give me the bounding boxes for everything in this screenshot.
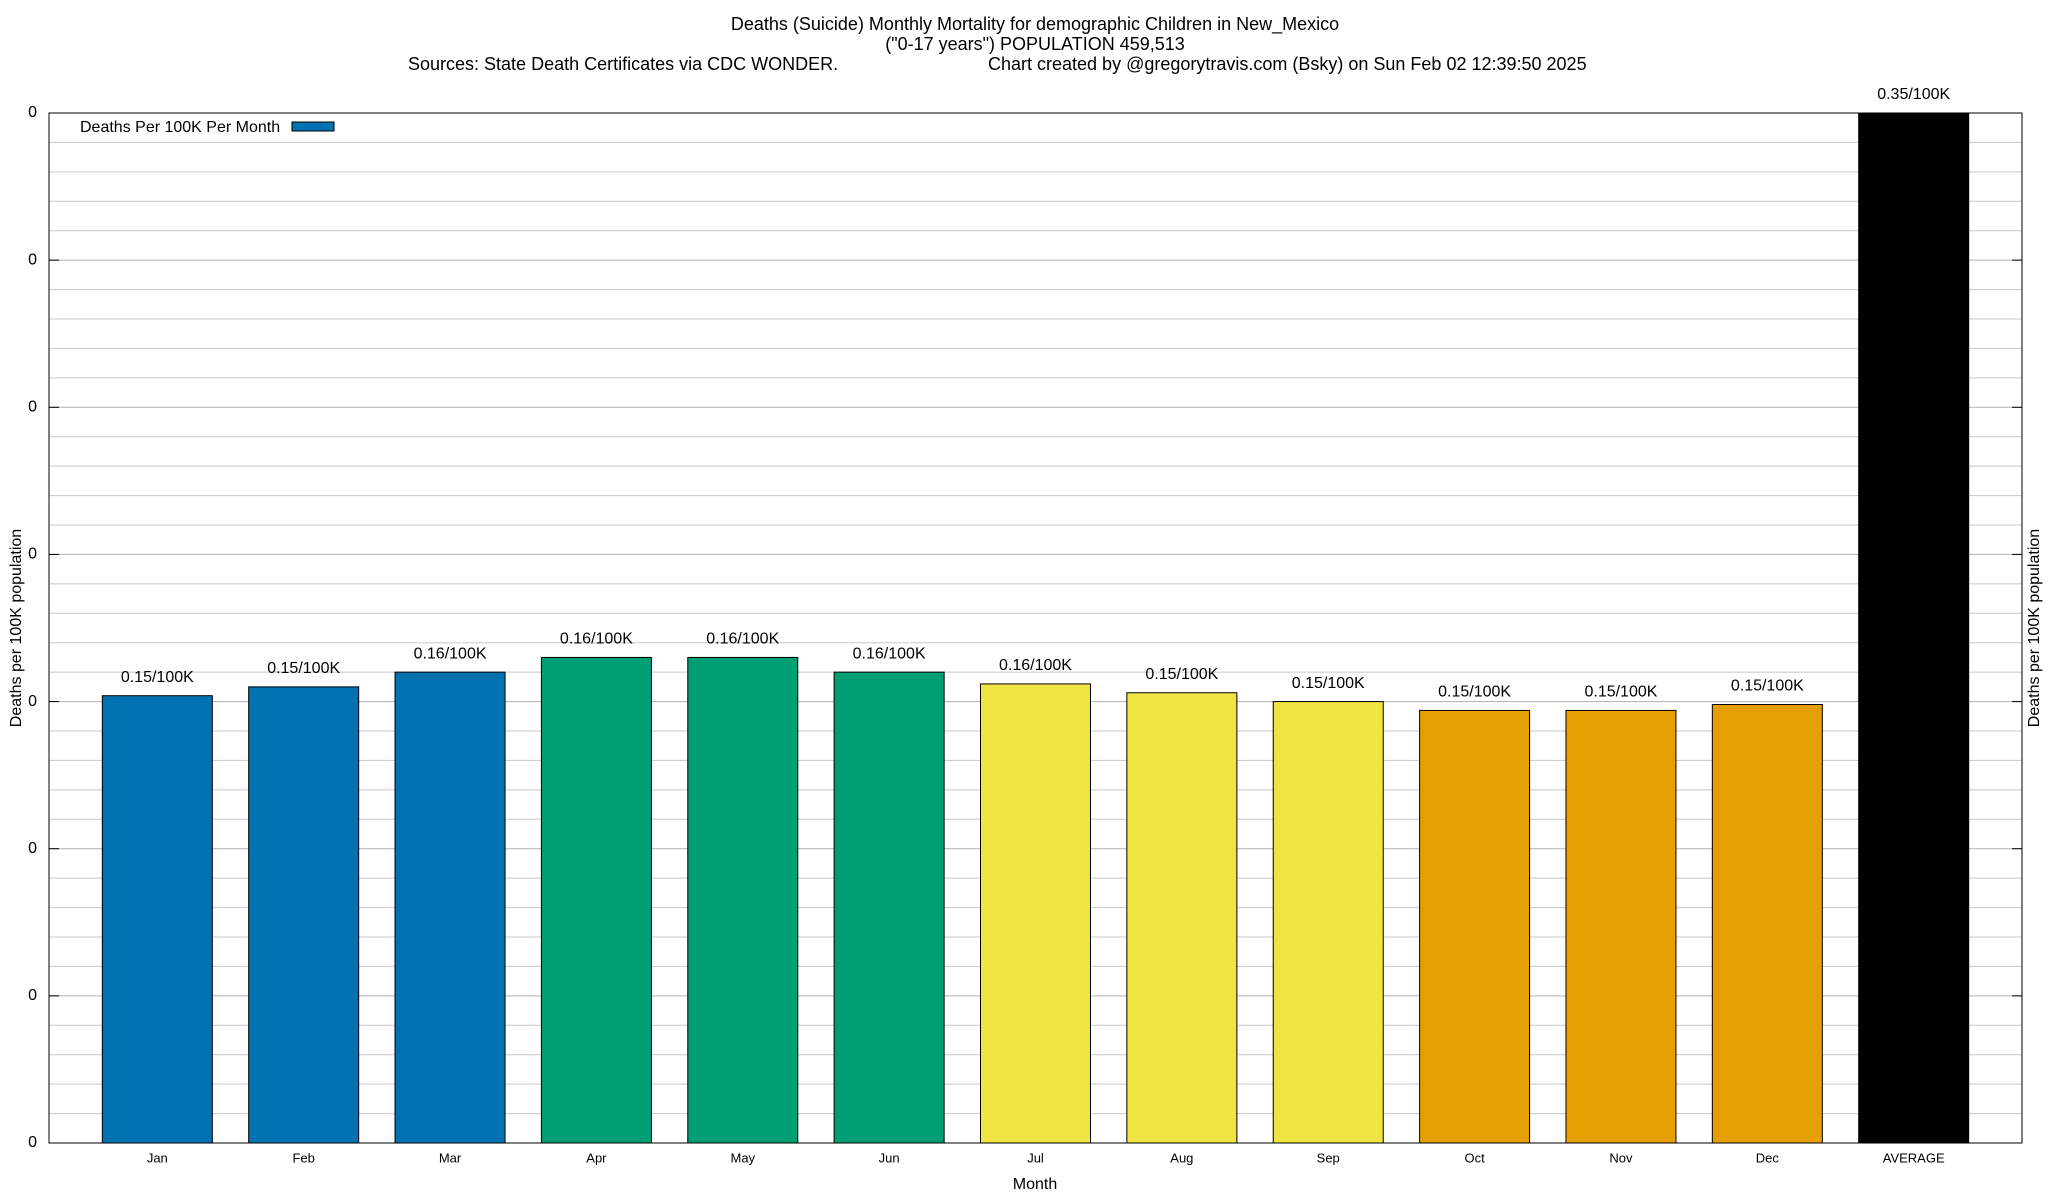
x-tick-label: Oct bbox=[1464, 1150, 1485, 1165]
x-tick-label: Mar bbox=[439, 1150, 462, 1165]
value-label: 0.15/100K bbox=[267, 660, 340, 677]
bar bbox=[833, 671, 945, 1144]
value-label: 0.15/100K bbox=[121, 669, 194, 686]
bar bbox=[1126, 692, 1238, 1144]
x-tick-label: Jun bbox=[879, 1150, 900, 1165]
value-label: 0.15/100K bbox=[1731, 678, 1804, 695]
chart-credit: Chart created by @gregorytravis.com (Bsk… bbox=[988, 54, 1587, 74]
bar bbox=[1419, 709, 1531, 1144]
x-tick-label: Dec bbox=[1756, 1150, 1780, 1165]
value-label: 0.15/100K bbox=[1584, 684, 1657, 701]
value-label: 0.16/100K bbox=[853, 645, 926, 662]
x-axis-label: Month bbox=[1013, 1176, 1057, 1193]
bar bbox=[1858, 112, 1970, 1144]
x-tick-label: Apr bbox=[586, 1150, 607, 1165]
bar bbox=[1272, 701, 1384, 1144]
y-tick-label: 0 bbox=[28, 1134, 37, 1151]
value-label: 0.35/100K bbox=[1877, 86, 1950, 103]
x-tick-label: Nov bbox=[1609, 1150, 1633, 1165]
y-tick-label: 0 bbox=[28, 104, 37, 121]
y-tick-label: 0 bbox=[28, 546, 37, 563]
x-tick-label: Feb bbox=[292, 1150, 314, 1165]
value-label: 0.16/100K bbox=[706, 631, 779, 648]
x-tick-label: Sep bbox=[1317, 1150, 1340, 1165]
x-tick-label: Aug bbox=[1170, 1150, 1193, 1165]
value-label: 0.15/100K bbox=[1438, 684, 1511, 701]
chart-subtitle: ("0-17 years") POPULATION 459,513 bbox=[885, 34, 1185, 54]
bar bbox=[394, 671, 506, 1144]
bar bbox=[1711, 704, 1823, 1144]
chart-title: Deaths (Suicide) Monthly Mortality for d… bbox=[731, 14, 1339, 35]
value-label: 0.16/100K bbox=[560, 631, 633, 648]
value-label: 0.16/100K bbox=[999, 657, 1072, 674]
bar bbox=[101, 695, 213, 1144]
y-tick-label: 0 bbox=[28, 399, 37, 416]
value-label: 0.15/100K bbox=[1292, 675, 1365, 692]
y-tick-label: 0 bbox=[28, 840, 37, 857]
value-label: 0.15/100K bbox=[1145, 666, 1218, 683]
x-tick-label: AVERAGE bbox=[1883, 1150, 1945, 1165]
bar bbox=[687, 656, 799, 1144]
y-axis-label: Deaths per 100K population bbox=[8, 529, 25, 727]
bar bbox=[540, 656, 652, 1144]
legend-swatch bbox=[291, 121, 335, 132]
y-tick-label: 0 bbox=[28, 251, 37, 268]
chart-source: Sources: State Death Certificates via CD… bbox=[408, 54, 838, 74]
y-tick-label: 0 bbox=[28, 693, 37, 710]
x-tick-label: Jan bbox=[147, 1150, 168, 1165]
x-tick-label: May bbox=[730, 1150, 755, 1165]
plot-frame bbox=[48, 112, 2023, 1144]
bar bbox=[1565, 709, 1677, 1144]
value-label: 0.16/100K bbox=[414, 645, 487, 662]
bar bbox=[248, 686, 360, 1144]
bar bbox=[980, 683, 1091, 1144]
y-tick-label: 0 bbox=[28, 987, 37, 1004]
legend-label: Deaths Per 100K Per Month bbox=[80, 119, 280, 136]
x-tick-label: Jul bbox=[1027, 1150, 1044, 1165]
y2-axis-label: Deaths per 100K population bbox=[2026, 529, 2043, 727]
